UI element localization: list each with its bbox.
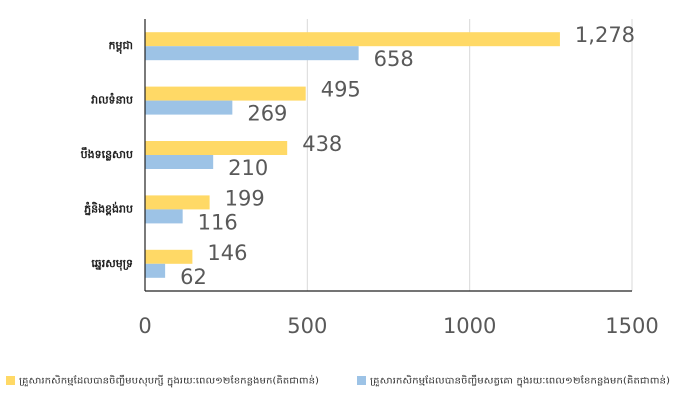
- data-label: 199: [225, 186, 265, 210]
- x-tick-label: 500: [287, 314, 327, 338]
- bar: [145, 32, 560, 47]
- y-tick-label: កម្ពុជា: [109, 39, 133, 55]
- y-tick-label: វាលទំនាប: [91, 93, 133, 107]
- y-tick-label: ភ្នំនិងខ្ពង់រាប: [84, 201, 133, 215]
- bar: [145, 86, 306, 101]
- y-tick-label: បឹងទន្លេសាប: [81, 147, 133, 161]
- x-tick-label: 0: [138, 314, 151, 338]
- bar: [145, 209, 183, 224]
- legend-label: គ្រួសារកសិកម្មដែលបានចិញ្ចឹមបសុបក្សី ក្នុ…: [19, 375, 319, 388]
- bar: [145, 263, 166, 278]
- bar: [145, 46, 359, 61]
- legend-swatch: [6, 376, 15, 385]
- data-label: 62: [180, 265, 207, 289]
- bar: [145, 155, 214, 169]
- data-label: 210: [228, 156, 268, 180]
- bar: [145, 100, 233, 115]
- x-tick-label: 1000: [443, 314, 496, 338]
- bar: [145, 195, 210, 210]
- data-label: 116: [198, 210, 238, 234]
- data-label: 269: [247, 102, 287, 126]
- bar: [145, 249, 193, 264]
- data-label: 495: [321, 78, 361, 102]
- legend-label: គ្រួសារកសិកម្មដែលបានចិញ្ចឹមសត្វគោ ក្នុងរ…: [370, 375, 670, 388]
- bar: [145, 141, 288, 155]
- y-tick-label: ឆ្នេរសមុទ្រ: [91, 257, 133, 271]
- x-tick-label: 1500: [605, 314, 658, 338]
- data-label: 146: [207, 241, 247, 265]
- data-label: 1,278: [575, 23, 635, 47]
- data-label: 438: [302, 132, 342, 156]
- legend-swatch: [357, 376, 366, 385]
- data-label: 658: [374, 47, 414, 71]
